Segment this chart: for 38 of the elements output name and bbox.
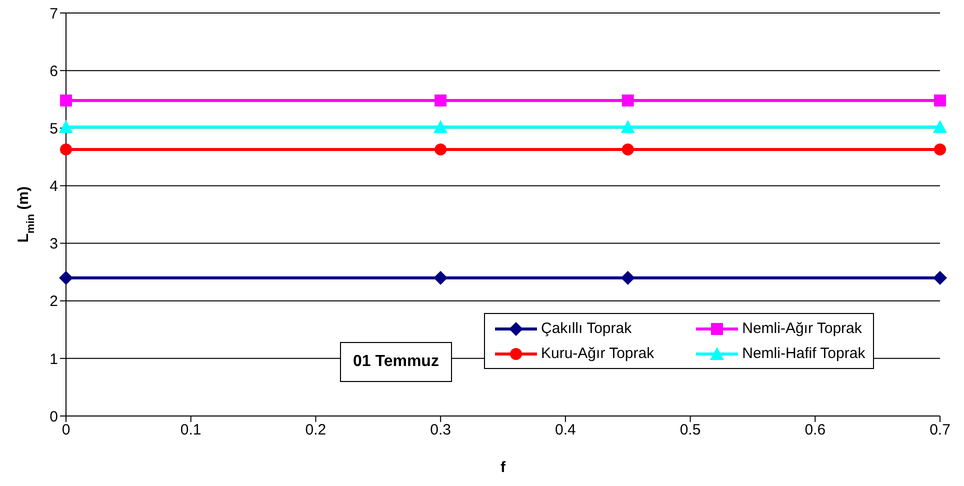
x-tick-label: 0.7 [930,422,950,439]
y-tick-label: 6 [50,62,58,80]
point [620,120,635,133]
point [934,143,946,156]
x-tick-label: 0.2 [305,422,326,439]
y-tick-label: 1 [50,350,58,368]
y-tick-label: 4 [50,178,58,196]
point [620,270,635,285]
point [434,143,447,156]
x-axis-title: f [500,459,506,476]
x-tick-label: 0 [62,422,70,439]
legend-label: Nemli-Hafif Toprak [742,345,866,362]
legend-label: Kuru-Ağır Toprak [541,345,654,362]
y-tick-label: 2 [50,293,58,310]
point [59,270,73,285]
point [933,270,947,285]
x-tick-label: 0.5 [680,422,701,439]
point [934,94,946,107]
point [933,120,947,133]
point [60,143,72,156]
y-tick-label: 5 [50,120,58,138]
point [59,120,73,133]
point [434,270,448,285]
y-tick-label: 7 [50,5,58,22]
x-tick-label: 0.1 [180,422,202,439]
y-tick-label: 3 [50,236,58,253]
x-tick-label: 0.4 [555,422,576,439]
point [434,94,447,107]
point [622,143,634,156]
y-tick-label: 0 [50,408,58,426]
x-tick-label: 0.3 [430,422,451,439]
legend-label: Çakıllı Toprak [541,320,632,337]
point [434,120,448,133]
point [622,94,634,107]
legend-label: Nemli-Ağır Toprak [742,320,862,337]
annotation: 01 Temmuz [340,342,452,382]
x-tick-label: 0.6 [804,422,826,439]
point [60,94,72,107]
